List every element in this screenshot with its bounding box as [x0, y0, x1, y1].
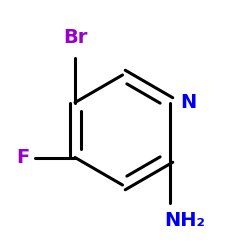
Text: NH₂: NH₂ — [164, 210, 205, 230]
Text: N: N — [180, 93, 196, 112]
Text: F: F — [16, 148, 29, 167]
Text: Br: Br — [63, 28, 87, 47]
